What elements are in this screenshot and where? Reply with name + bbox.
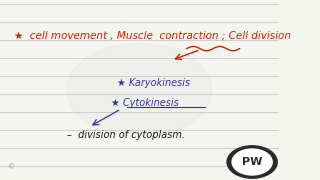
Text: PW: PW (242, 157, 262, 167)
Circle shape (67, 43, 212, 137)
Text: ★  cell movement , Muscle  contraction ; Cell division: ★ cell movement , Muscle contraction ; C… (14, 31, 291, 41)
Text: ©: © (8, 164, 15, 170)
Circle shape (232, 149, 272, 175)
Text: ★ Karyokinesis: ★ Karyokinesis (117, 78, 190, 88)
Circle shape (227, 146, 277, 178)
Text: ★ Cytokinesis: ★ Cytokinesis (111, 98, 179, 108)
Text: –  division of cytoplasm.: – division of cytoplasm. (67, 130, 185, 140)
